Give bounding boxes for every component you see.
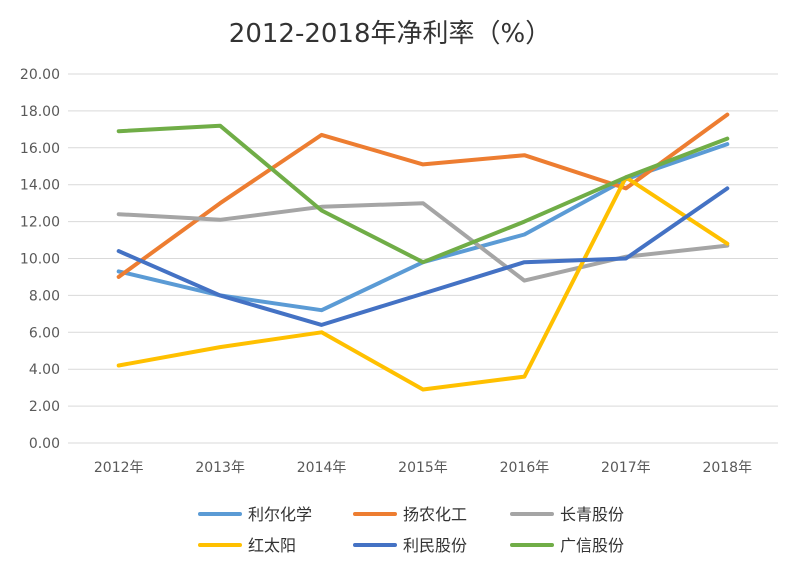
x-tick-label: 2018年	[702, 460, 752, 476]
legend-label: 扬农化工	[403, 505, 467, 524]
y-tick-label: 0.00	[29, 436, 60, 452]
y-tick-label: 6.00	[29, 325, 60, 341]
series-line-扬农化工	[116, 112, 730, 279]
legend-label: 广信股份	[560, 536, 624, 555]
legend-label: 红太阳	[248, 536, 296, 555]
y-axis-ticks: 0.00 2.00 4.00 6.00 8.00 10.00 12.00 14.00 16.00…	[20, 67, 60, 452]
series-line-利民股份	[116, 186, 730, 327]
legend-label: 长青股份	[560, 505, 624, 524]
chart-title: 2012-2018年净利率（%）	[229, 19, 551, 49]
y-tick-label: 8.00	[29, 288, 60, 304]
series-line-广信股份	[116, 123, 730, 265]
x-tick-label: 2014年	[297, 460, 347, 476]
x-axis-ticks: 2012年 2013年 2014年 2015年 2016年 2017年 2018年	[94, 460, 752, 476]
y-tick-label: 16.00	[20, 141, 60, 157]
y-tick-label: 4.00	[29, 362, 60, 378]
y-tick-label: 12.00	[20, 215, 60, 231]
x-tick-label: 2016年	[500, 460, 550, 476]
y-tick-label: 18.00	[20, 104, 60, 120]
x-tick-label: 2013年	[195, 460, 245, 476]
series-lines	[116, 112, 730, 392]
y-tick-label: 2.00	[29, 399, 60, 415]
x-tick-label: 2012年	[94, 460, 144, 476]
y-tick-label: 20.00	[20, 67, 60, 83]
legend-label: 利民股份	[403, 536, 467, 555]
legend-label: 利尔化学	[248, 505, 312, 524]
x-tick-label: 2015年	[398, 460, 448, 476]
y-tick-label: 14.00	[20, 178, 60, 194]
y-tick-label: 10.00	[20, 252, 60, 268]
x-tick-label: 2017年	[601, 460, 651, 476]
